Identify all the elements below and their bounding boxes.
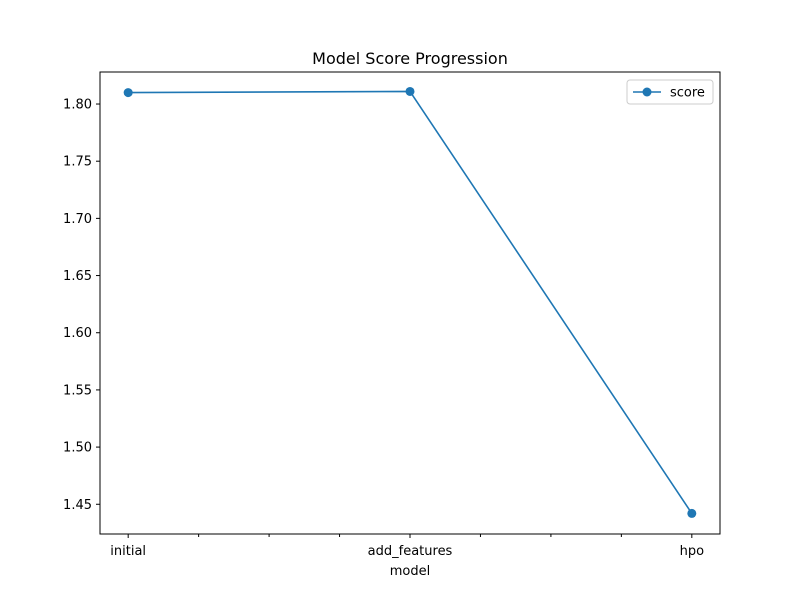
data-point-score bbox=[405, 86, 415, 96]
x-tick-label: hpo bbox=[680, 544, 704, 559]
x-tick-label: add_features bbox=[368, 544, 453, 559]
legend-label-score: score bbox=[670, 86, 705, 101]
y-tick-label: 1.45 bbox=[63, 498, 92, 513]
chart-title: Model Score Progression bbox=[312, 49, 508, 68]
plot-area: 1.45 1.50 1.55 1.60 1.65 1.70 1.75 1.80 initial a… bbox=[63, 71, 721, 559]
y-tick-label: 1.60 bbox=[63, 326, 92, 341]
legend-marker-score bbox=[642, 87, 652, 97]
data-point-score bbox=[123, 88, 133, 98]
y-tick-label: 1.65 bbox=[63, 269, 92, 284]
y-tick-label: 1.70 bbox=[63, 212, 92, 227]
y-tick-label: 1.50 bbox=[63, 441, 92, 456]
y-tick-label: 1.75 bbox=[63, 155, 92, 170]
legend-frame bbox=[626, 79, 714, 105]
data-point-score bbox=[687, 508, 697, 518]
legend: score bbox=[626, 79, 714, 105]
y-tick-label: 1.55 bbox=[63, 383, 92, 398]
x-axis-label: model bbox=[390, 564, 430, 579]
y-tick-label: 1.80 bbox=[63, 98, 92, 113]
x-tick-label: initial bbox=[110, 544, 146, 559]
